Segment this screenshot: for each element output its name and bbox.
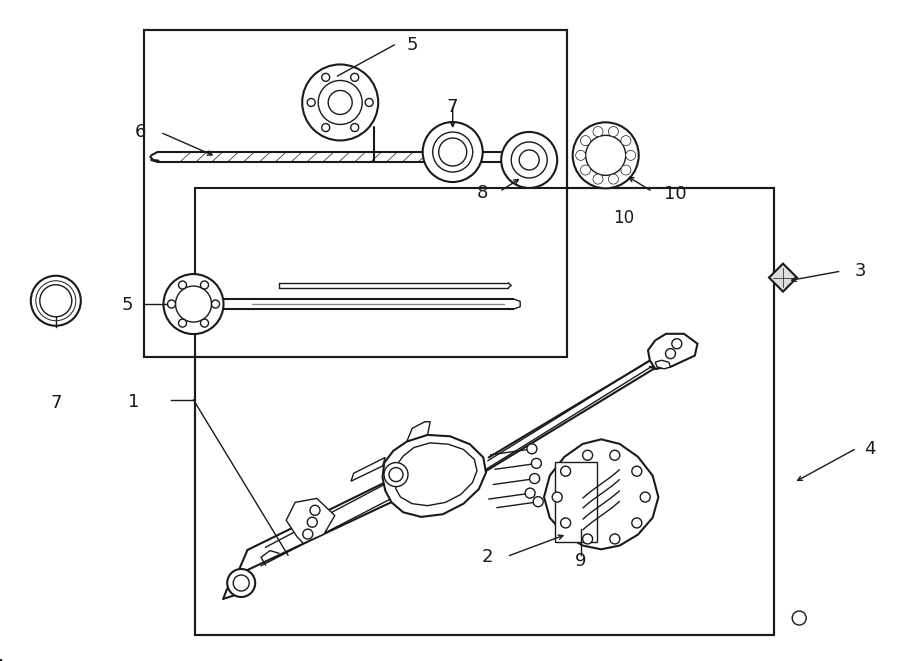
Circle shape [40, 285, 72, 317]
Circle shape [632, 518, 642, 528]
Circle shape [531, 458, 542, 469]
Circle shape [526, 444, 537, 454]
Text: 1: 1 [128, 393, 140, 411]
Circle shape [164, 274, 223, 334]
Circle shape [586, 136, 625, 175]
Text: 2: 2 [482, 548, 493, 566]
Circle shape [610, 534, 620, 544]
Circle shape [351, 73, 359, 81]
Polygon shape [286, 498, 335, 543]
Polygon shape [544, 440, 659, 549]
Circle shape [640, 492, 650, 502]
Circle shape [580, 165, 590, 175]
Circle shape [31, 276, 81, 326]
Circle shape [671, 338, 682, 349]
Circle shape [302, 65, 378, 140]
Text: 10: 10 [613, 209, 634, 227]
Circle shape [328, 91, 352, 114]
Circle shape [201, 319, 209, 327]
Circle shape [621, 165, 631, 175]
Bar [555, 462, 597, 543]
Circle shape [582, 534, 592, 544]
Polygon shape [382, 435, 486, 517]
Circle shape [582, 450, 592, 460]
Polygon shape [195, 188, 774, 635]
Circle shape [608, 126, 618, 137]
Polygon shape [655, 360, 670, 369]
Circle shape [302, 529, 313, 539]
Circle shape [511, 142, 547, 178]
Text: 5: 5 [407, 36, 418, 54]
Text: 3: 3 [855, 262, 867, 280]
Circle shape [384, 463, 408, 486]
Circle shape [632, 466, 642, 476]
Circle shape [553, 492, 562, 502]
Circle shape [321, 73, 329, 81]
Circle shape [321, 124, 329, 132]
Circle shape [167, 300, 176, 308]
Circle shape [351, 124, 359, 132]
Text: 6: 6 [134, 123, 146, 141]
Text: 10: 10 [664, 184, 687, 203]
Polygon shape [144, 30, 567, 357]
Circle shape [178, 281, 186, 289]
Text: 7: 7 [50, 394, 61, 412]
Circle shape [608, 174, 618, 184]
Circle shape [610, 450, 620, 460]
Circle shape [319, 81, 362, 124]
Circle shape [572, 122, 639, 188]
Circle shape [561, 518, 571, 528]
Circle shape [365, 98, 374, 106]
Circle shape [580, 136, 590, 145]
Circle shape [529, 473, 540, 484]
Circle shape [178, 319, 186, 327]
Circle shape [438, 138, 467, 166]
Circle shape [201, 281, 209, 289]
Circle shape [423, 122, 482, 182]
Circle shape [310, 505, 320, 516]
Circle shape [621, 136, 631, 145]
Circle shape [533, 496, 544, 507]
Circle shape [626, 150, 635, 161]
Circle shape [593, 174, 603, 184]
Text: 5: 5 [122, 296, 133, 315]
Circle shape [593, 126, 603, 137]
Circle shape [792, 611, 806, 625]
Text: 8: 8 [476, 184, 488, 202]
Polygon shape [769, 264, 797, 292]
Circle shape [525, 488, 535, 498]
Circle shape [307, 98, 315, 106]
Text: 4: 4 [864, 440, 876, 459]
Polygon shape [351, 457, 385, 481]
Circle shape [433, 132, 472, 172]
Circle shape [665, 348, 676, 359]
Text: 9: 9 [575, 551, 586, 570]
Circle shape [212, 300, 220, 308]
Circle shape [307, 517, 318, 527]
Circle shape [561, 466, 571, 476]
Circle shape [519, 150, 539, 170]
Circle shape [501, 132, 557, 188]
Polygon shape [648, 334, 698, 369]
Circle shape [576, 150, 586, 161]
Circle shape [227, 569, 256, 597]
Text: 7: 7 [447, 98, 458, 116]
